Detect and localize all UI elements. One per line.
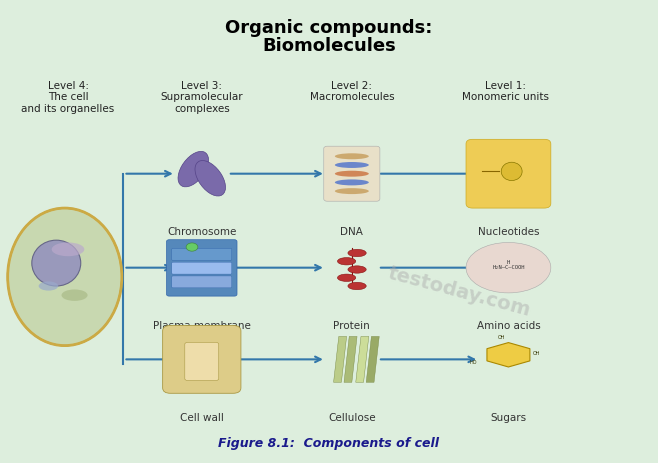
Ellipse shape [178,152,209,188]
Text: Protein: Protein [334,321,370,331]
Text: Amino acids: Amino acids [476,321,540,331]
Text: Plasma membrane: Plasma membrane [153,321,251,331]
Polygon shape [487,343,530,367]
Polygon shape [367,337,379,382]
Ellipse shape [335,189,368,194]
Text: Figure 8.1:  Components of cell: Figure 8.1: Components of cell [218,436,440,449]
FancyBboxPatch shape [172,249,232,261]
Ellipse shape [335,180,368,186]
Polygon shape [344,337,357,382]
Ellipse shape [195,161,226,197]
FancyBboxPatch shape [163,326,241,394]
FancyBboxPatch shape [172,276,232,288]
Ellipse shape [52,243,84,257]
Text: Cellulose: Cellulose [328,412,376,422]
Ellipse shape [335,154,368,160]
FancyBboxPatch shape [324,147,380,202]
Ellipse shape [338,275,356,282]
Text: Cell wall: Cell wall [180,412,224,422]
Text: Chromosome: Chromosome [167,227,236,237]
Ellipse shape [338,258,356,265]
Text: Level 3:
Supramolecular
complexes: Level 3: Supramolecular complexes [161,81,243,114]
Text: Biomolecules: Biomolecules [262,37,396,55]
Text: H
H₂N–C–COOH: H H₂N–C–COOH [492,259,524,270]
Text: Nucleotides: Nucleotides [478,227,539,237]
Text: HO: HO [470,359,477,364]
Text: testoday.com: testoday.com [386,263,533,319]
Text: DNA: DNA [340,227,363,237]
Text: OH: OH [533,350,541,355]
Text: Level 2:
Macromolecules: Level 2: Macromolecules [309,81,394,102]
Polygon shape [334,337,347,382]
Ellipse shape [335,163,368,169]
Ellipse shape [335,171,368,177]
Ellipse shape [348,250,367,257]
Polygon shape [356,337,368,382]
Ellipse shape [61,290,88,301]
Text: Level 4:
The cell
and its organelles: Level 4: The cell and its organelles [22,81,114,114]
FancyBboxPatch shape [172,263,232,275]
FancyBboxPatch shape [466,140,551,209]
Ellipse shape [501,163,522,181]
Ellipse shape [8,209,122,346]
Text: Sugars: Sugars [490,412,526,422]
Ellipse shape [348,283,367,290]
Ellipse shape [466,243,551,293]
Text: OH: OH [498,334,505,339]
Text: Organic compounds:: Organic compounds: [225,19,433,37]
Ellipse shape [186,244,198,251]
Ellipse shape [39,282,59,291]
Ellipse shape [348,266,367,274]
FancyBboxPatch shape [166,240,237,296]
FancyBboxPatch shape [185,343,218,381]
Ellipse shape [32,241,81,287]
Text: Level 1:
Monomeric units: Level 1: Monomeric units [462,81,549,102]
